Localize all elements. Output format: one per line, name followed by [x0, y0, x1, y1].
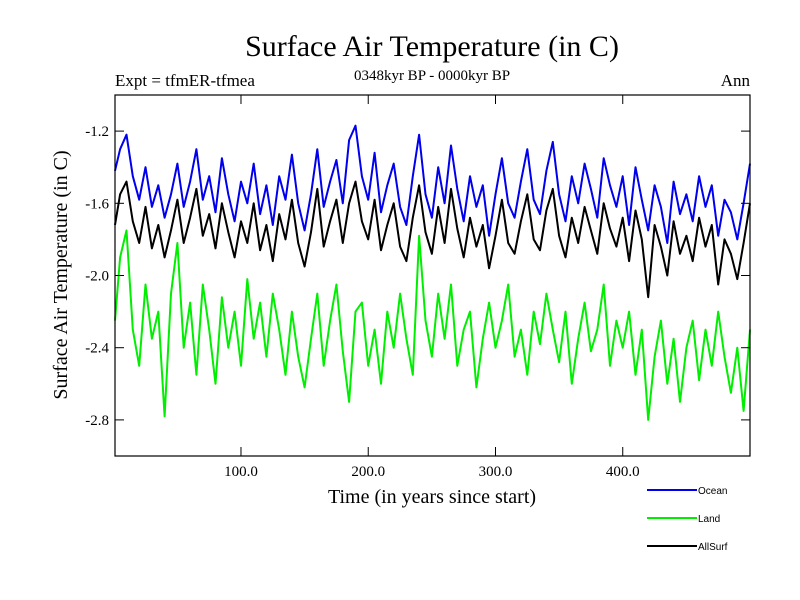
series-line-land	[114, 229, 751, 421]
plot-frame	[114, 94, 751, 457]
y-axis: -1.2 -1.6 -2.0 -2.4 -2.8	[85, 124, 750, 429]
y-tick-label: -1.6	[85, 196, 109, 212]
y-axis-label: Surface Air Temperature (in C)	[50, 150, 72, 399]
x-tick-label: 400.0	[606, 464, 640, 480]
legend-label-allsurf: AllSurf	[698, 542, 728, 553]
y-tick-label: -2.4	[85, 341, 109, 357]
legend-label-land: Land	[698, 514, 720, 525]
x-tick-label: 100.0	[224, 464, 258, 480]
legend-label-ocean: Ocean	[698, 486, 727, 497]
y-tick-label: -2.0	[85, 269, 109, 285]
season-label: Ann	[721, 71, 751, 90]
x-tick-label: 300.0	[479, 464, 513, 480]
chart-title: Surface Air Temperature (in C)	[245, 30, 619, 63]
x-axis: 100.0 200.0 300.0 400.0	[224, 95, 640, 480]
legend: Ocean Land AllSurf	[647, 486, 728, 553]
x-axis-label: Time (in years since start)	[328, 486, 536, 508]
y-tick-label: -2.8	[85, 413, 109, 429]
y-tick-label: -1.2	[85, 124, 109, 140]
experiment-label: Expt = tfmER-tfmea	[115, 71, 255, 90]
plot-lines	[114, 124, 751, 421]
time-range-label: 0348kyr BP - 0000kyr BP	[354, 68, 510, 84]
x-tick-label: 200.0	[351, 464, 385, 480]
series-line-allsurf	[114, 180, 751, 299]
series-line-ocean	[114, 124, 751, 244]
